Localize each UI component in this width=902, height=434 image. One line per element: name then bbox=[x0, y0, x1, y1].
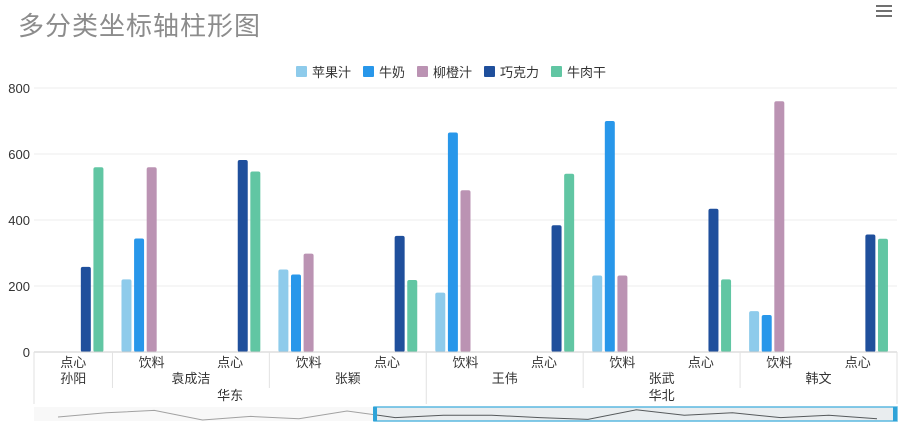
x-tick-label: 点心 bbox=[845, 355, 871, 370]
bar bbox=[774, 101, 785, 352]
legend-item[interactable]: 牛奶 bbox=[362, 62, 405, 81]
legend-swatch bbox=[295, 66, 307, 77]
x-tick-label: 饮料 bbox=[609, 355, 635, 370]
chart-title: 多分类坐标轴柱形图 bbox=[18, 11, 262, 41]
bar bbox=[447, 132, 458, 352]
bar bbox=[394, 235, 405, 352]
legend-swatch bbox=[551, 66, 563, 77]
bar bbox=[877, 238, 888, 352]
x-tick-label: 饮料 bbox=[452, 355, 478, 370]
y-tick-label: 800 bbox=[8, 81, 30, 96]
bar bbox=[460, 190, 471, 352]
bar bbox=[617, 275, 628, 352]
x-group-label: 王伟 bbox=[492, 371, 518, 386]
x-tick-label: 饮料 bbox=[766, 355, 792, 370]
bar bbox=[303, 253, 314, 352]
bar bbox=[93, 167, 104, 352]
x-group-label: 张武 bbox=[649, 371, 675, 386]
legend-label: 牛肉干 bbox=[567, 65, 607, 80]
y-tick-label: 600 bbox=[8, 147, 30, 162]
bar bbox=[121, 279, 132, 352]
bar bbox=[865, 234, 876, 352]
bar bbox=[290, 274, 301, 352]
x-tick-label: 饮料 bbox=[139, 355, 165, 370]
bar bbox=[237, 159, 248, 352]
legend: 苹果汁 牛奶 柳橙汁 巧克力 牛肉干 bbox=[0, 62, 902, 81]
navigator-handle[interactable] bbox=[373, 407, 378, 421]
x-tick-label: 饮料 bbox=[296, 355, 322, 370]
bar bbox=[761, 315, 772, 352]
bar bbox=[721, 279, 732, 352]
x-region-label: 华东 bbox=[217, 388, 243, 403]
navigator-series-line bbox=[57, 409, 878, 421]
bar bbox=[564, 173, 575, 352]
bar bbox=[146, 167, 157, 352]
legend-swatch bbox=[416, 66, 428, 77]
legend-item[interactable]: 柳橙汁 bbox=[416, 62, 472, 81]
navigator-mask bbox=[34, 407, 375, 421]
bar bbox=[551, 225, 562, 352]
legend-label: 苹果汁 bbox=[311, 65, 351, 80]
bar bbox=[250, 171, 261, 352]
bar bbox=[134, 238, 145, 352]
bar bbox=[708, 208, 719, 352]
bar bbox=[278, 269, 289, 352]
legend-item[interactable]: 苹果汁 bbox=[295, 62, 351, 81]
x-tick-label: 点心 bbox=[688, 355, 714, 370]
bar bbox=[80, 266, 91, 352]
legend-swatch bbox=[362, 66, 374, 77]
x-tick-label: 点心 bbox=[217, 355, 243, 370]
bar bbox=[604, 121, 615, 352]
legend-item[interactable]: 牛肉干 bbox=[551, 62, 606, 81]
legend-swatch bbox=[484, 66, 495, 77]
x-tick-label: 点心 bbox=[374, 355, 400, 370]
x-group-label: 袁成洁 bbox=[171, 371, 210, 386]
bar bbox=[592, 275, 603, 352]
legend-item[interactable]: 巧克力 bbox=[484, 62, 539, 81]
bar bbox=[407, 280, 418, 352]
y-tick-label: 0 bbox=[23, 345, 30, 360]
legend-label: 牛奶 bbox=[378, 65, 405, 80]
bar bbox=[749, 311, 760, 352]
legend-label: 巧克力 bbox=[500, 65, 540, 80]
navigator-handle[interactable] bbox=[893, 407, 897, 421]
legend-label: 柳橙汁 bbox=[432, 65, 472, 80]
navigator-selection[interactable] bbox=[373, 406, 898, 422]
x-tick-label: 点心 bbox=[531, 355, 557, 370]
navigator-background bbox=[34, 407, 897, 421]
x-tick-label: 点心 bbox=[60, 355, 86, 370]
hamburger-menu-icon[interactable] bbox=[876, 2, 892, 17]
y-tick-label: 400 bbox=[8, 213, 30, 228]
x-group-label: 张颖 bbox=[335, 371, 361, 386]
x-region-label: 华北 bbox=[649, 388, 675, 403]
y-tick-label: 200 bbox=[8, 279, 30, 294]
bar bbox=[435, 292, 446, 352]
x-group-label: 孙阳 bbox=[60, 371, 86, 386]
x-group-label: 韩文 bbox=[806, 371, 832, 386]
